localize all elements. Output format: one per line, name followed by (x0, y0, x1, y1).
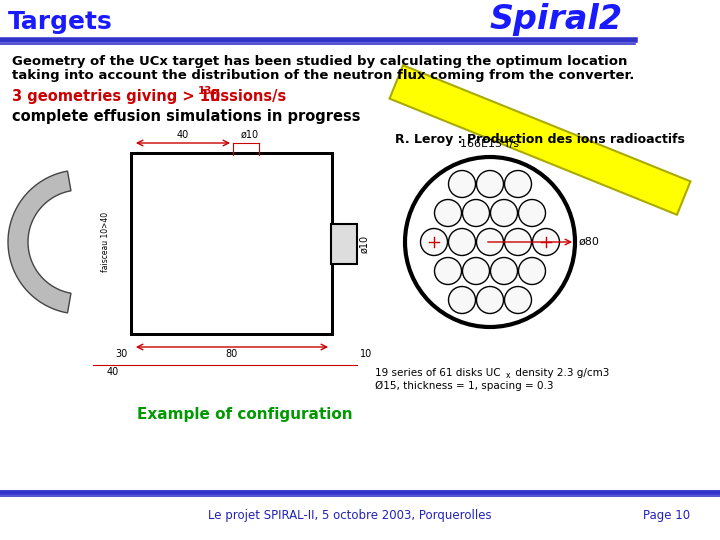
Circle shape (477, 228, 503, 255)
Circle shape (505, 171, 531, 198)
Circle shape (490, 199, 518, 226)
Circle shape (462, 199, 490, 226)
Text: Le projet SPIRAL-II, 5 octobre 2003, Porquerolles: Le projet SPIRAL-II, 5 octobre 2003, Por… (208, 510, 492, 523)
Circle shape (505, 228, 531, 255)
Text: 13: 13 (198, 86, 212, 96)
Bar (331, 224, 357, 264)
Text: Example of configuration: Example of configuration (138, 408, 353, 422)
Text: faisceau 10>40: faisceau 10>40 (102, 212, 110, 272)
Text: ø80: ø80 (579, 237, 600, 247)
Circle shape (434, 199, 462, 226)
Circle shape (420, 228, 448, 255)
Text: 3 geometries giving > 10: 3 geometries giving > 10 (12, 89, 220, 104)
Circle shape (518, 199, 546, 226)
Circle shape (462, 258, 490, 285)
Text: fissions/s: fissions/s (210, 89, 287, 104)
Circle shape (505, 287, 531, 314)
Text: 10: 10 (360, 349, 372, 359)
Text: 40: 40 (177, 130, 189, 140)
Circle shape (490, 258, 518, 285)
Circle shape (477, 287, 503, 314)
Text: 80: 80 (226, 349, 238, 359)
Circle shape (518, 258, 546, 285)
Circle shape (533, 228, 559, 255)
Text: 19 series of 61 disks UC: 19 series of 61 disks UC (375, 368, 500, 378)
Circle shape (477, 171, 503, 198)
Text: 166E13 f/s: 166E13 f/s (461, 139, 520, 149)
Circle shape (449, 228, 475, 255)
Text: ø10: ø10 (241, 130, 259, 140)
Circle shape (434, 258, 462, 285)
Text: density 2.3 g/cm3: density 2.3 g/cm3 (512, 368, 609, 378)
Circle shape (449, 287, 475, 314)
Text: taking into account the distribution of the neutron flux coming from the convert: taking into account the distribution of … (12, 70, 634, 83)
Text: 30: 30 (116, 349, 128, 359)
Bar (133, 155, 331, 333)
Polygon shape (8, 171, 71, 313)
Text: Geometry of the UCx target has been studied by calculating the optimum location: Geometry of the UCx target has been stud… (12, 56, 627, 69)
Text: ø10: ø10 (359, 235, 369, 253)
Text: Ø15, thickness = 1, spacing = 0.3: Ø15, thickness = 1, spacing = 0.3 (375, 381, 554, 391)
Bar (130, 152, 334, 336)
Bar (390, 65, 690, 215)
Text: x: x (506, 372, 510, 381)
Text: Targets: Targets (8, 10, 113, 34)
Circle shape (449, 171, 475, 198)
Text: Page 10: Page 10 (643, 510, 690, 523)
Text: complete effusion simulations in progress: complete effusion simulations in progres… (12, 109, 361, 124)
Text: Spiral2: Spiral2 (490, 3, 623, 37)
Text: 40: 40 (107, 367, 119, 377)
Circle shape (405, 157, 575, 327)
Text: R. Leroy : Production des ions radioactifs: R. Leroy : Production des ions radioacti… (395, 133, 685, 146)
